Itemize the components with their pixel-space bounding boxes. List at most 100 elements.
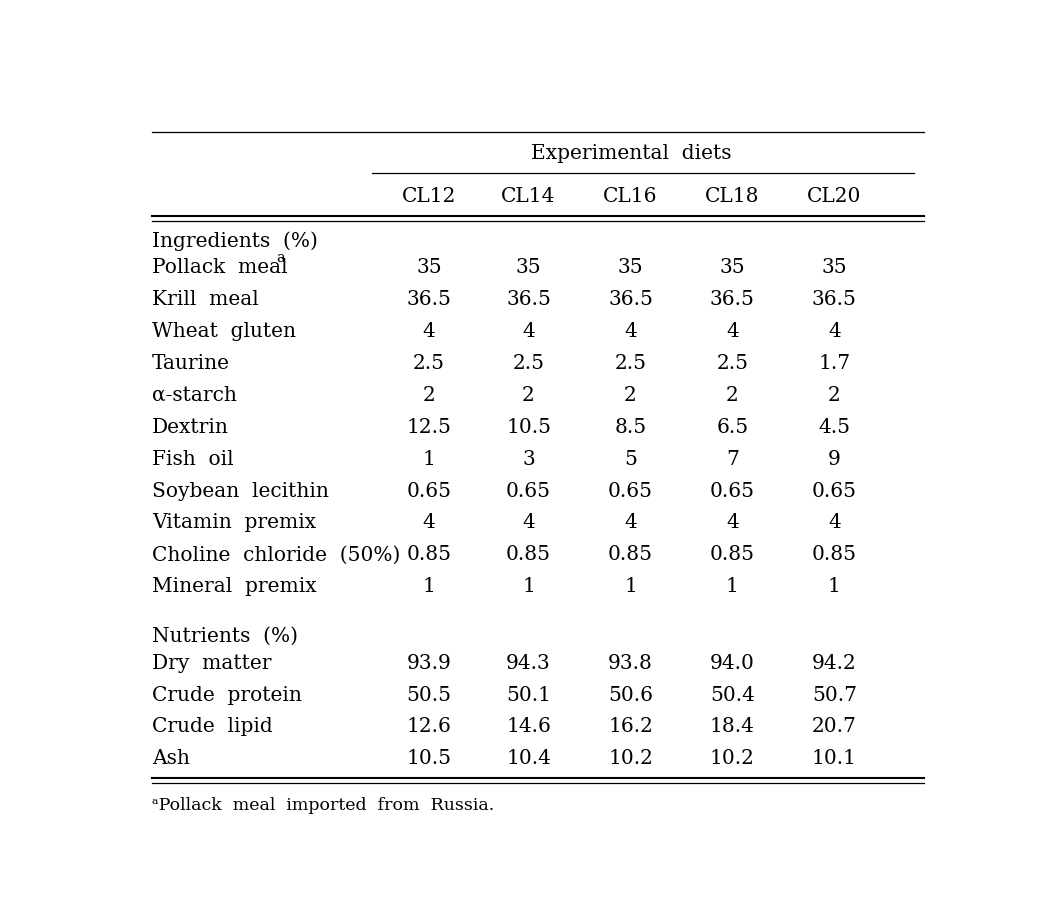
Text: 4: 4: [423, 322, 436, 341]
Text: 0.65: 0.65: [812, 481, 856, 501]
Text: Nutrients  (%): Nutrients (%): [151, 627, 298, 646]
Text: 1: 1: [522, 578, 535, 596]
Text: 35: 35: [515, 259, 542, 278]
Text: Crude  protein: Crude protein: [151, 686, 302, 705]
Text: 16.2: 16.2: [608, 717, 653, 736]
Text: 35: 35: [720, 259, 745, 278]
Text: 93.9: 93.9: [407, 653, 451, 673]
Text: 10.4: 10.4: [506, 750, 551, 769]
Text: 35: 35: [822, 259, 847, 278]
Text: Ash: Ash: [151, 750, 189, 769]
Text: 0.65: 0.65: [506, 481, 551, 501]
Text: 50.7: 50.7: [812, 686, 856, 705]
Text: Ingredients  (%): Ingredients (%): [151, 232, 318, 251]
Text: 18.4: 18.4: [710, 717, 755, 736]
Text: 1: 1: [624, 578, 636, 596]
Text: 36.5: 36.5: [710, 290, 755, 309]
Text: 94.3: 94.3: [506, 653, 551, 673]
Text: 35: 35: [417, 259, 442, 278]
Text: 14.6: 14.6: [506, 717, 551, 736]
Text: 35: 35: [618, 259, 643, 278]
Text: 4: 4: [522, 514, 534, 532]
Text: 1.7: 1.7: [818, 354, 850, 373]
Text: 50.1: 50.1: [506, 686, 551, 705]
Text: 10.2: 10.2: [710, 750, 755, 769]
Text: 36.5: 36.5: [608, 290, 653, 309]
Text: 0.65: 0.65: [608, 481, 653, 501]
Text: 1: 1: [423, 578, 436, 596]
Text: 4.5: 4.5: [818, 418, 850, 437]
Text: 6.5: 6.5: [716, 418, 748, 437]
Text: Vitamin  premix: Vitamin premix: [151, 514, 316, 532]
Text: 2: 2: [522, 386, 534, 405]
Text: 2.5: 2.5: [512, 354, 545, 373]
Text: 9: 9: [828, 450, 841, 469]
Text: 50.6: 50.6: [608, 686, 653, 705]
Text: 4: 4: [624, 514, 636, 532]
Text: CL14: CL14: [502, 187, 555, 205]
Text: 93.8: 93.8: [608, 653, 653, 673]
Text: 36.5: 36.5: [407, 290, 451, 309]
Text: 2: 2: [726, 386, 739, 405]
Text: 0.85: 0.85: [608, 545, 653, 564]
Text: Pollack  meal: Pollack meal: [151, 259, 287, 278]
Text: 0.85: 0.85: [406, 545, 451, 564]
Text: 12.5: 12.5: [407, 418, 451, 437]
Text: Dextrin: Dextrin: [151, 418, 228, 437]
Text: 1: 1: [828, 578, 841, 596]
Text: 10.2: 10.2: [608, 750, 653, 769]
Text: 36.5: 36.5: [506, 290, 551, 309]
Text: 2.5: 2.5: [614, 354, 647, 373]
Text: 2: 2: [828, 386, 841, 405]
Text: 5: 5: [624, 450, 636, 469]
Text: 10.1: 10.1: [812, 750, 856, 769]
Text: Fish  oil: Fish oil: [151, 450, 234, 469]
Text: Krill  meal: Krill meal: [151, 290, 259, 309]
Text: Taurine: Taurine: [151, 354, 230, 373]
Text: Soybean  lecithin: Soybean lecithin: [151, 481, 329, 501]
Text: 4: 4: [726, 322, 739, 341]
Text: 7: 7: [726, 450, 739, 469]
Text: 8.5: 8.5: [614, 418, 647, 437]
Text: Experimental  diets: Experimental diets: [531, 144, 732, 163]
Text: Mineral  premix: Mineral premix: [151, 578, 317, 596]
Text: 94.0: 94.0: [710, 653, 755, 673]
Text: CL16: CL16: [603, 187, 658, 205]
Text: 0.65: 0.65: [710, 481, 755, 501]
Text: 12.6: 12.6: [407, 717, 451, 736]
Text: Choline  chloride  (50%): Choline chloride (50%): [151, 545, 400, 564]
Text: 4: 4: [726, 514, 739, 532]
Text: ᵃPollack  meal  imported  from  Russia.: ᵃPollack meal imported from Russia.: [151, 796, 494, 814]
Text: 94.2: 94.2: [812, 653, 856, 673]
Text: 4: 4: [423, 514, 436, 532]
Text: 1: 1: [726, 578, 739, 596]
Text: 10.5: 10.5: [506, 418, 551, 437]
Text: CL20: CL20: [807, 187, 862, 205]
Text: 50.5: 50.5: [406, 686, 451, 705]
Text: Dry  matter: Dry matter: [151, 653, 271, 673]
Text: 4: 4: [624, 322, 636, 341]
Text: 0.85: 0.85: [812, 545, 856, 564]
Text: CL12: CL12: [402, 187, 457, 205]
Text: 4: 4: [828, 514, 841, 532]
Text: 36.5: 36.5: [812, 290, 856, 309]
Text: 20.7: 20.7: [812, 717, 856, 736]
Text: 0.85: 0.85: [710, 545, 755, 564]
Text: 2: 2: [423, 386, 436, 405]
Text: 10.5: 10.5: [406, 750, 451, 769]
Text: Crude  lipid: Crude lipid: [151, 717, 272, 736]
Text: α-starch: α-starch: [151, 386, 237, 405]
Text: 4: 4: [828, 322, 841, 341]
Text: CL18: CL18: [705, 187, 760, 205]
Text: 3: 3: [522, 450, 534, 469]
Text: 0.85: 0.85: [506, 545, 551, 564]
Text: 2.5: 2.5: [716, 354, 748, 373]
Text: Wheat  gluten: Wheat gluten: [151, 322, 296, 341]
Text: 0.65: 0.65: [406, 481, 451, 501]
Text: a: a: [276, 251, 284, 265]
Text: 50.4: 50.4: [710, 686, 755, 705]
Text: 4: 4: [522, 322, 534, 341]
Text: 1: 1: [423, 450, 436, 469]
Text: 2.5: 2.5: [413, 354, 445, 373]
Text: 2: 2: [624, 386, 636, 405]
